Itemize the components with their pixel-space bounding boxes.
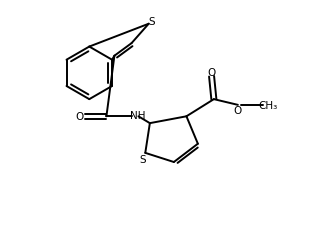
Text: S: S	[149, 17, 155, 27]
Text: O: O	[233, 105, 242, 115]
Text: O: O	[207, 68, 216, 78]
Text: CH₃: CH₃	[258, 101, 277, 110]
Text: S: S	[140, 154, 146, 164]
Text: NH: NH	[129, 111, 145, 121]
Text: O: O	[76, 112, 84, 122]
